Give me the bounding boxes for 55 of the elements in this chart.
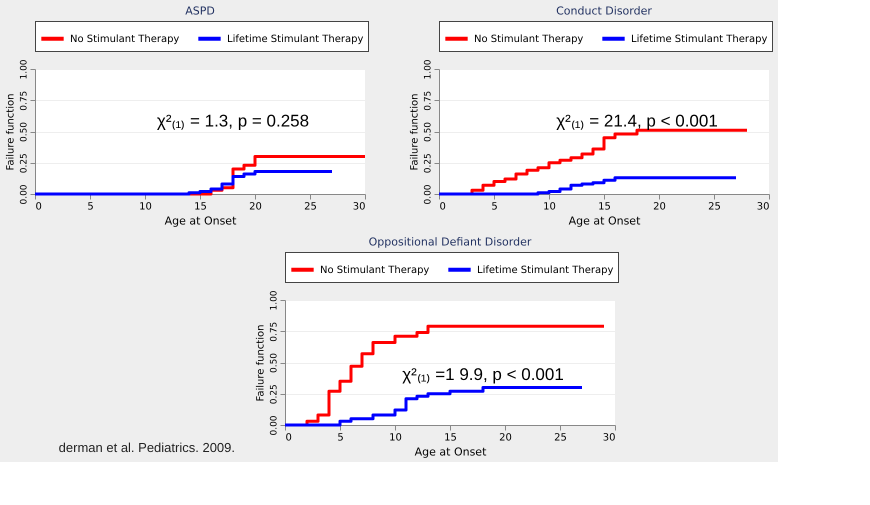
y-tick-label: 0.00 (20, 184, 30, 205)
y-tick-label: 0.25 (270, 384, 280, 404)
x-tick-label: 30 (602, 432, 616, 444)
x-tick-label: 10 (139, 202, 152, 212)
legend-label: No Stimulant Therapy (70, 34, 180, 45)
y-tick-label: 0.50 (270, 352, 280, 374)
annotation: χ²₍₁₎ =1 9.9, p < 0.001 (402, 365, 564, 384)
y-tick-label: 0.50 (20, 122, 30, 142)
x-tick-label: 0 (286, 432, 292, 444)
x-tick-label: 5 (491, 202, 498, 212)
x-tick-label: 10 (543, 202, 556, 212)
x-tick-label: 0 (36, 202, 42, 212)
chart-title: Conduct Disorder (556, 4, 652, 18)
legend-label: No Stimulant Therapy (474, 34, 584, 45)
x-axis-title: Age at Onset (568, 214, 642, 228)
y-tick-label: 1.00 (424, 59, 434, 80)
legend-label: Lifetime Stimulant Therapy (227, 34, 364, 45)
x-tick-label: 20 (499, 432, 512, 444)
x-tick-label: 30 (352, 202, 366, 212)
y-tick-label: 0.25 (424, 153, 434, 174)
x-tick-label: 25 (304, 202, 317, 212)
text: derman et al. Pediatrics. 2009. (58, 440, 235, 455)
x-tick-label: 20 (653, 202, 666, 212)
x-tick-label: 20 (249, 202, 262, 212)
annotation: χ²₍₁₎ = 21.4, p < 0.001 (556, 112, 718, 130)
chart-title: Oppositional Defiant Disorder (368, 236, 532, 248)
y-axis-title: Failure function (410, 94, 420, 170)
legend-label: Lifetime Stimulant Therapy (477, 264, 614, 276)
chart-title: ASPD (185, 4, 215, 18)
y-tick-label: 0.75 (424, 90, 434, 111)
x-tick-label: 10 (389, 432, 402, 444)
y-tick-label: 0.00 (270, 415, 280, 436)
y-tick-label: 0.75 (270, 322, 280, 342)
x-tick-label: 15 (194, 202, 207, 212)
x-tick-label: 15 (444, 432, 457, 444)
y-tick-label: 0.00 (424, 184, 434, 205)
annotation: χ²₍₁₎ = 1.3, p = 0.258 (156, 112, 310, 130)
y-tick-label: 1.00 (20, 59, 30, 80)
x-tick-label: 5 (337, 432, 344, 444)
x-tick-label: 15 (598, 202, 611, 212)
x-axis-title: Age at Onset (164, 214, 238, 228)
y-tick-label: 0.50 (424, 122, 434, 142)
x-tick-label: 5 (87, 202, 94, 212)
x-tick-label: 30 (756, 202, 770, 212)
x-tick-label: 25 (708, 202, 721, 212)
legend-label: No Stimulant Therapy (320, 264, 430, 276)
x-tick-label: 25 (554, 432, 567, 444)
legend-label: Lifetime Stimulant Therapy (631, 34, 768, 45)
y-axis-title: Failure function (6, 94, 16, 170)
y-tick-label: 0.25 (20, 153, 30, 174)
y-tick-label: 0.75 (20, 90, 30, 111)
x-tick-label: 0 (440, 202, 446, 212)
x-axis-title: Age at Onset (414, 446, 488, 458)
y-axis-title: Failure function (256, 324, 266, 402)
y-tick-label: 1.00 (270, 290, 280, 311)
